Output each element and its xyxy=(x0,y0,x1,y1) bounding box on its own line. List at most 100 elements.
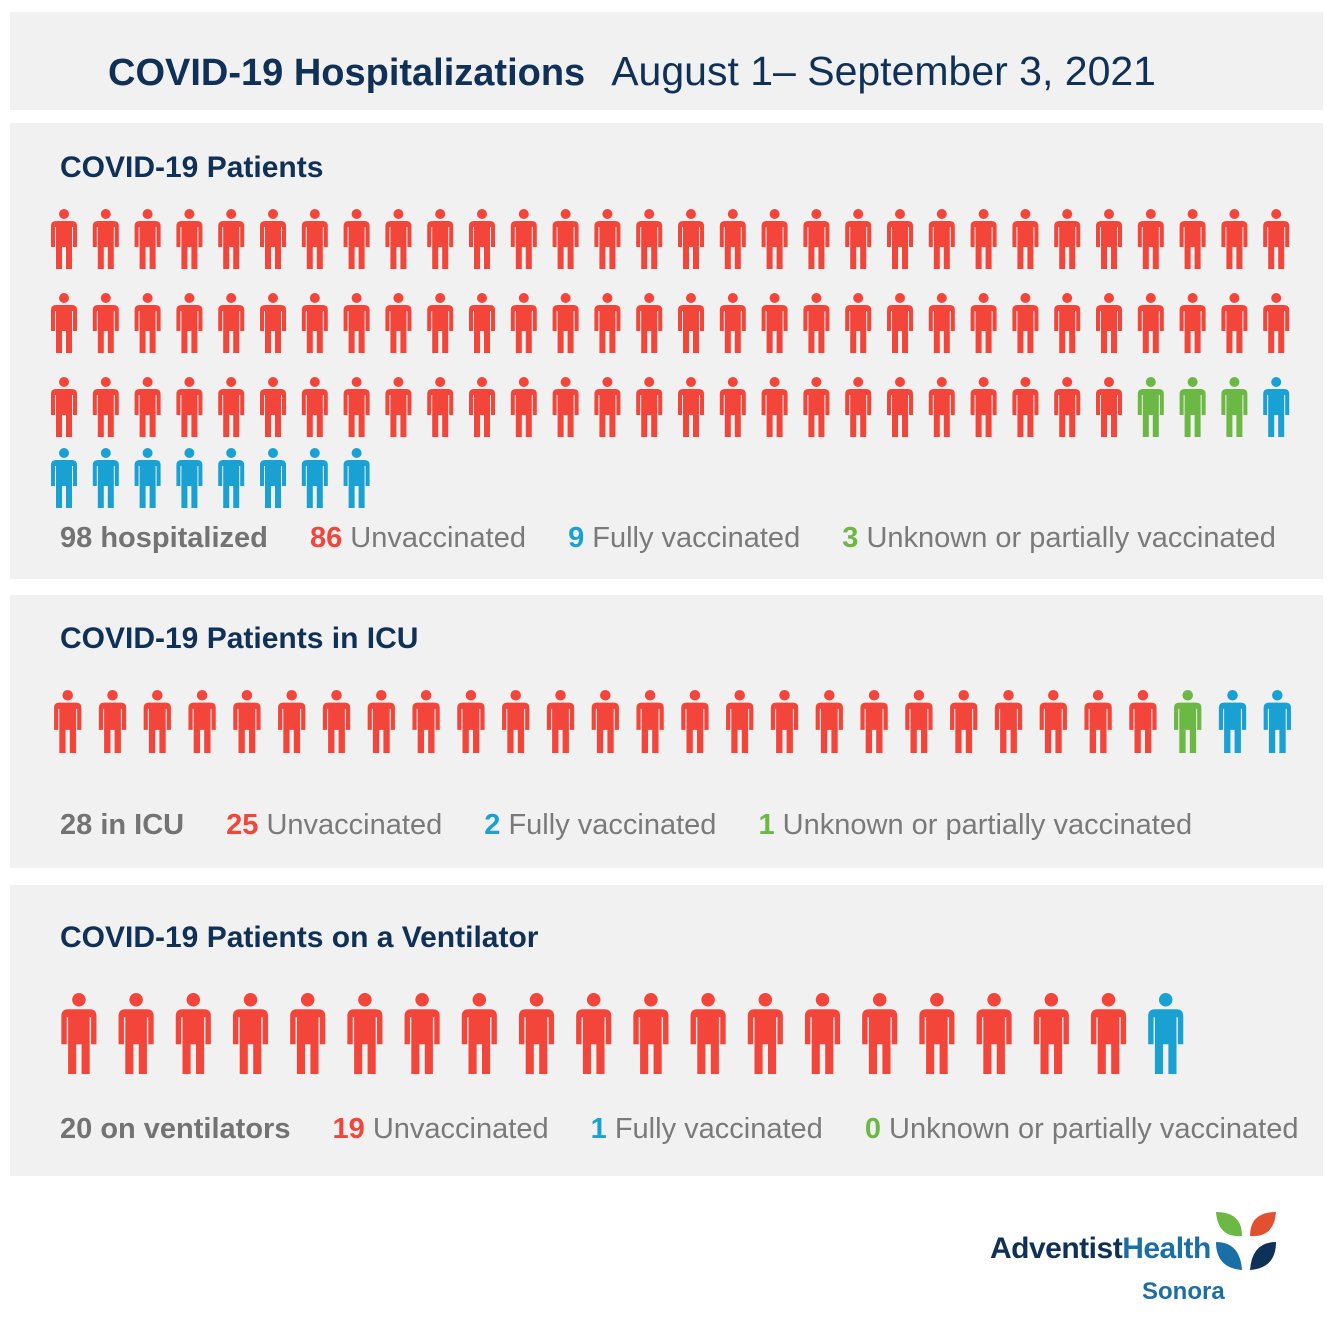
person-icon xyxy=(1084,690,1112,753)
person-icon xyxy=(1096,209,1122,269)
panel-title: COVID-19 Patients in ICU xyxy=(60,622,419,655)
person-icon xyxy=(404,993,440,1074)
person-icon xyxy=(51,293,77,353)
person-icon xyxy=(1263,293,1290,353)
unknown-label: Unknown or partially vaccinated xyxy=(866,522,1276,554)
person-icon xyxy=(1129,690,1157,753)
person-icon xyxy=(1218,690,1247,753)
person-icon xyxy=(176,377,203,437)
person-icon xyxy=(1054,293,1081,353)
panel-icu: COVID-19 Patients in ICU 28 in ICU 25 Un… xyxy=(10,595,1323,868)
person-icon xyxy=(1179,293,1206,353)
fully-vaccinated-label: Fully vaccinated xyxy=(508,809,717,841)
person-icon xyxy=(719,209,746,269)
person-icon xyxy=(1179,209,1206,269)
person-icon xyxy=(233,690,261,753)
person-icon xyxy=(887,293,913,353)
person-icon xyxy=(594,293,621,353)
person-icon xyxy=(469,377,495,437)
person-icon xyxy=(232,993,269,1074)
person-icon xyxy=(343,209,370,269)
person-icon xyxy=(1054,377,1081,437)
panel-title: COVID-19 Patients on a Ventilator xyxy=(60,921,539,954)
person-icon xyxy=(950,690,978,753)
person-icon xyxy=(970,209,997,269)
person-icon xyxy=(678,209,704,269)
stats-row: 20 on ventilators 19 Unvaccinated 1 Full… xyxy=(60,1113,1298,1146)
person-icon xyxy=(1263,209,1290,269)
person-icon xyxy=(301,377,328,437)
person-icon xyxy=(218,293,245,353)
logo-location: Sonora xyxy=(1142,1278,1225,1305)
unknown-label: Unknown or partially vaccinated xyxy=(782,809,1193,841)
header-title-row: COVID-19 Hospitalizations August 1– Septe… xyxy=(108,48,1156,95)
person-icon xyxy=(343,293,370,353)
stats-row: 28 in ICU 25 Unvaccinated 2 Fully vaccin… xyxy=(60,809,1192,842)
person-icon xyxy=(92,377,119,437)
page-title: COVID-19 Hospitalizations xyxy=(108,52,586,94)
fully-vaccinated-count: 9 xyxy=(568,522,585,554)
person-icon xyxy=(761,293,788,353)
adventist-health-logo: AdventistHealth Sonora xyxy=(990,1208,1290,1308)
person-icon xyxy=(412,690,440,753)
person-icon xyxy=(546,690,575,753)
person-icon xyxy=(469,293,495,353)
person-icon xyxy=(770,690,799,753)
person-icon xyxy=(51,377,77,437)
person-icon xyxy=(502,690,530,753)
total-label: 20 on ventilators xyxy=(60,1113,291,1145)
person-icon xyxy=(1012,377,1039,437)
person-icon xyxy=(726,690,754,753)
person-icon xyxy=(385,377,412,437)
unknown-count: 1 xyxy=(758,809,775,841)
person-icon xyxy=(51,209,77,269)
person-icon xyxy=(803,293,830,353)
person-icon xyxy=(719,293,746,353)
person-icon xyxy=(1137,293,1164,353)
stats-row: 98 hospitalized 86 Unvaccinated 9 Fully … xyxy=(60,522,1276,555)
person-icon xyxy=(1174,690,1202,753)
person-icon xyxy=(427,377,454,437)
person-icon xyxy=(919,993,955,1074)
person-icon xyxy=(862,993,898,1074)
person-icon xyxy=(594,209,621,269)
unvaccinated-count: 25 xyxy=(226,809,259,841)
fully-vaccinated-label: Fully vaccinated xyxy=(592,522,801,554)
person-icon xyxy=(719,377,746,437)
person-icon xyxy=(301,293,328,353)
person-icon xyxy=(761,377,788,437)
total-label: 28 in ICU xyxy=(60,809,185,841)
person-icon xyxy=(518,993,555,1074)
person-icon xyxy=(1148,993,1184,1074)
person-icon xyxy=(845,377,872,437)
panel-title: COVID-19 Patients xyxy=(60,151,324,184)
unknown-count: 0 xyxy=(864,1113,881,1145)
person-icon xyxy=(143,690,171,753)
header-banner: COVID-19 Hospitalizations August 1– Septe… xyxy=(10,12,1323,110)
person-icon xyxy=(1263,690,1291,753)
person-icon xyxy=(469,209,495,269)
person-icon xyxy=(681,690,709,753)
person-icon xyxy=(1090,993,1127,1074)
person-icon xyxy=(98,690,127,753)
person-icon xyxy=(928,377,955,437)
person-icon xyxy=(591,690,619,753)
person-icon xyxy=(385,209,412,269)
person-icon xyxy=(1096,293,1122,353)
person-icon xyxy=(176,293,203,353)
person-icon xyxy=(1263,377,1290,437)
logo-brand-b: Health xyxy=(1122,1232,1211,1265)
person-icon xyxy=(1054,209,1081,269)
person-icon xyxy=(860,690,888,753)
person-icon xyxy=(367,690,395,753)
person-icon xyxy=(905,690,933,753)
logo-wordmark: AdventistHealth xyxy=(990,1232,1211,1266)
person-icon xyxy=(461,993,497,1074)
person-icon xyxy=(815,690,843,753)
person-icon xyxy=(887,377,913,437)
person-icon xyxy=(218,448,245,508)
panel-ventilator: COVID-19 Patients on a Ventilator 20 on … xyxy=(10,885,1323,1176)
person-icon xyxy=(845,209,872,269)
unknown-label: Unknown or partially vaccinated xyxy=(889,1113,1299,1145)
fully-vaccinated-label: Fully vaccinated xyxy=(614,1113,823,1145)
